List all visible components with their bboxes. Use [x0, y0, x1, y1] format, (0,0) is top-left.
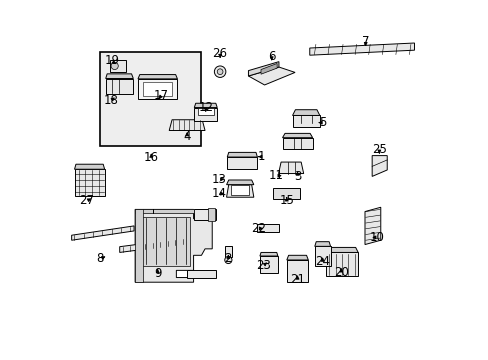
Bar	[100, 51, 201, 146]
Polygon shape	[292, 116, 319, 127]
Text: 4: 4	[183, 130, 190, 144]
Text: 16: 16	[143, 151, 159, 164]
Polygon shape	[187, 270, 215, 278]
Text: 15: 15	[279, 194, 294, 207]
Polygon shape	[227, 157, 257, 168]
Polygon shape	[325, 247, 357, 252]
Polygon shape	[207, 208, 215, 221]
Text: 3: 3	[293, 170, 301, 183]
Polygon shape	[226, 180, 253, 185]
Polygon shape	[74, 169, 104, 197]
Polygon shape	[226, 185, 253, 197]
Text: 7: 7	[361, 35, 369, 49]
Text: 27: 27	[79, 194, 94, 207]
Polygon shape	[260, 252, 277, 256]
Bar	[257, 224, 278, 231]
Text: 11: 11	[268, 169, 284, 182]
Text: 8: 8	[96, 252, 103, 265]
Circle shape	[217, 69, 223, 75]
Text: 10: 10	[369, 231, 384, 244]
Polygon shape	[314, 246, 330, 266]
Polygon shape	[169, 120, 204, 131]
Polygon shape	[261, 63, 277, 74]
Polygon shape	[248, 67, 294, 85]
Bar	[198, 108, 213, 115]
Text: 1: 1	[258, 150, 265, 163]
Polygon shape	[292, 110, 319, 116]
Polygon shape	[227, 152, 257, 157]
Polygon shape	[248, 62, 278, 76]
Polygon shape	[105, 78, 133, 94]
Polygon shape	[120, 238, 186, 252]
Polygon shape	[135, 210, 212, 282]
Polygon shape	[286, 260, 308, 282]
Polygon shape	[105, 74, 133, 78]
Polygon shape	[194, 108, 217, 121]
Polygon shape	[278, 162, 303, 174]
Polygon shape	[135, 210, 193, 213]
Text: 6: 6	[267, 50, 275, 63]
Text: 5: 5	[318, 116, 325, 129]
Text: 14: 14	[211, 187, 226, 200]
Polygon shape	[74, 164, 104, 169]
Polygon shape	[314, 242, 330, 246]
Text: 26: 26	[212, 47, 227, 60]
Polygon shape	[364, 207, 380, 244]
Polygon shape	[286, 255, 308, 260]
Text: 21: 21	[289, 273, 305, 286]
Polygon shape	[138, 79, 177, 99]
Text: 2: 2	[224, 252, 232, 265]
Polygon shape	[110, 59, 126, 72]
Polygon shape	[142, 217, 190, 266]
Polygon shape	[260, 256, 277, 273]
Text: 12: 12	[198, 101, 213, 114]
Polygon shape	[282, 138, 312, 149]
Text: 19: 19	[104, 54, 119, 67]
Bar	[273, 188, 300, 199]
Text: 17: 17	[154, 89, 168, 102]
Polygon shape	[194, 103, 217, 108]
Text: 13: 13	[211, 173, 226, 186]
Polygon shape	[325, 252, 357, 276]
Text: 9: 9	[154, 267, 161, 280]
Polygon shape	[282, 134, 312, 138]
Bar	[143, 82, 172, 96]
Text: 24: 24	[315, 255, 329, 268]
Polygon shape	[193, 210, 215, 220]
Polygon shape	[371, 156, 386, 176]
Bar	[231, 185, 249, 195]
Circle shape	[111, 62, 118, 69]
Circle shape	[214, 66, 225, 77]
Text: 18: 18	[103, 94, 118, 107]
Text: 22: 22	[251, 222, 266, 235]
Text: 23: 23	[256, 259, 270, 272]
Polygon shape	[309, 43, 414, 55]
Polygon shape	[135, 210, 143, 282]
Text: 20: 20	[333, 266, 348, 279]
Text: 25: 25	[371, 143, 386, 156]
Circle shape	[224, 256, 231, 264]
Polygon shape	[72, 226, 134, 240]
Polygon shape	[224, 246, 231, 257]
Polygon shape	[138, 75, 177, 79]
